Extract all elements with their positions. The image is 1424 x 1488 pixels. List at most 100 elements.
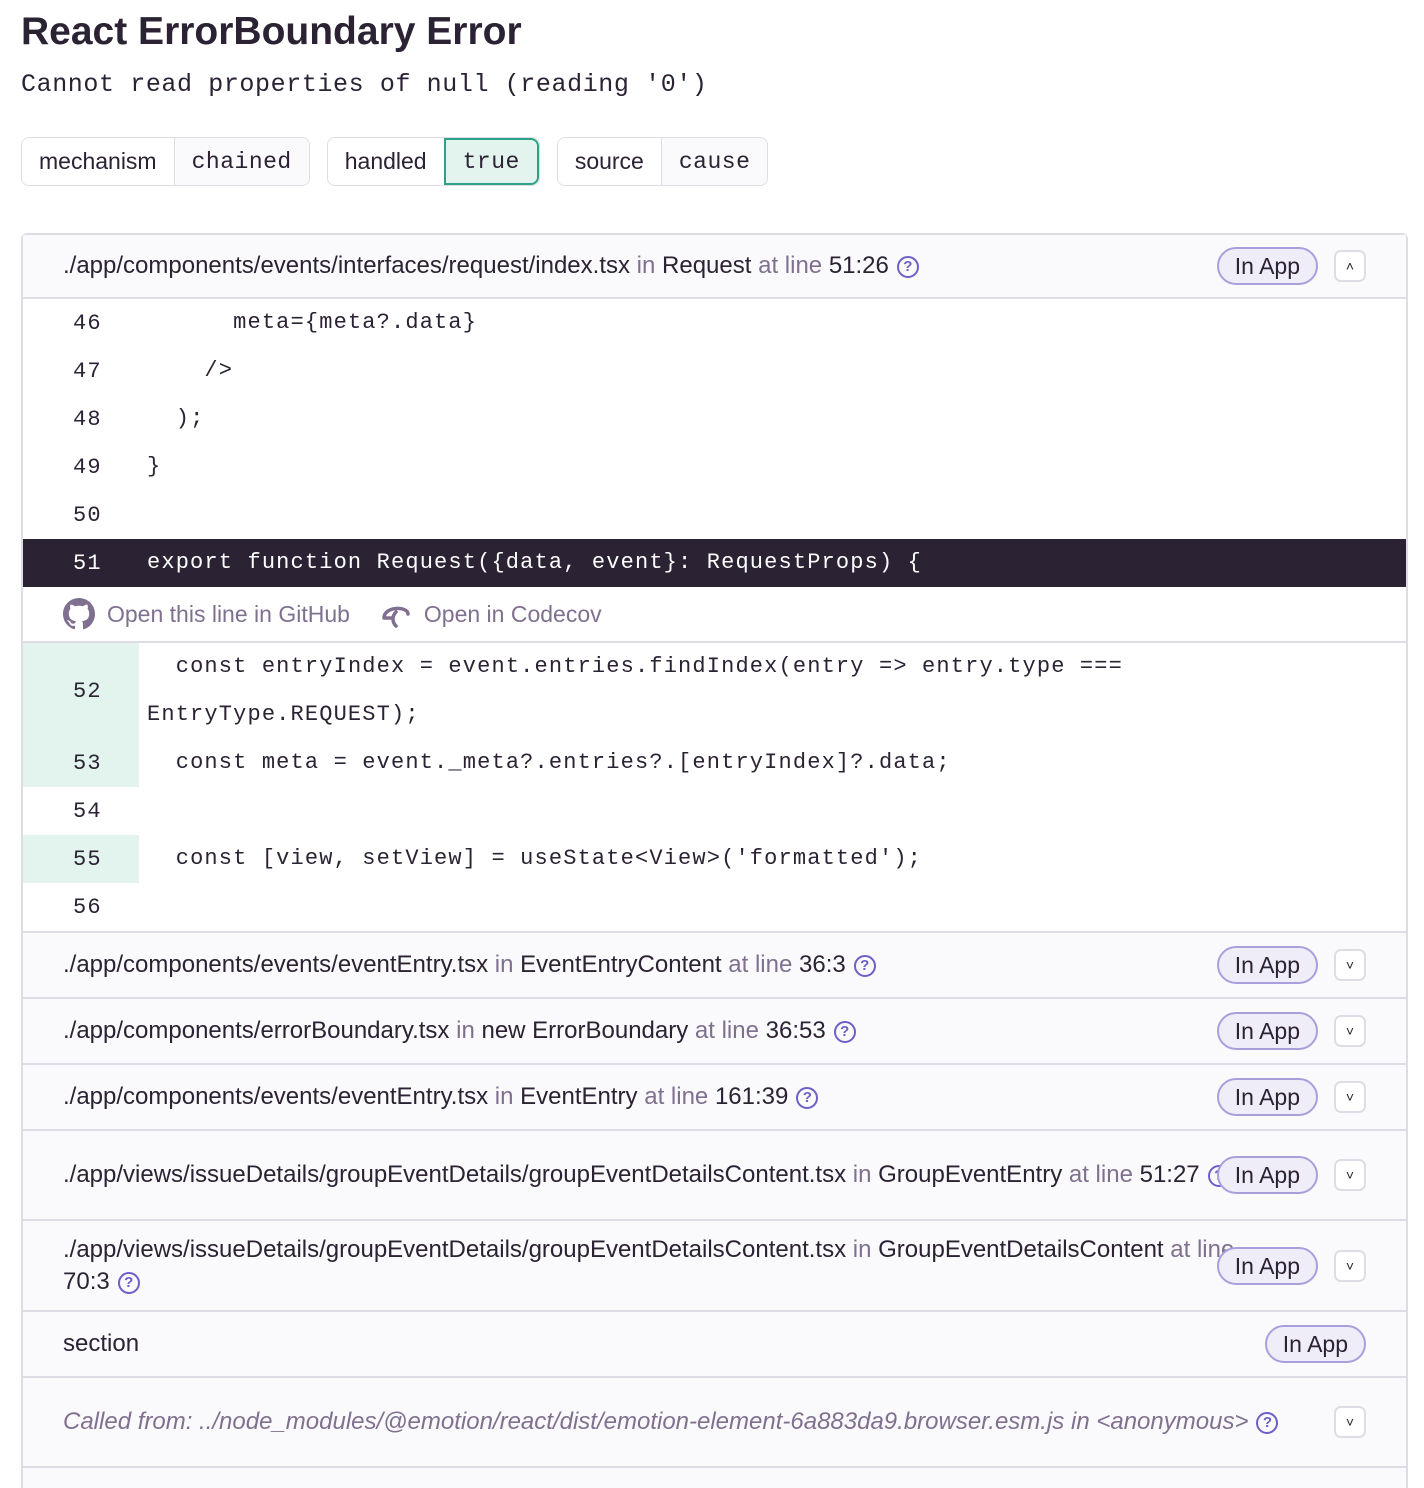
frame-function: EventEntryContent xyxy=(520,951,722,978)
in-app-badge: In App xyxy=(1264,1325,1366,1363)
frame-title: ./app/components/events/eventEntry.tsx i… xyxy=(63,1081,819,1113)
code-line: 55 const [view, setView] = useState<View… xyxy=(23,835,1406,883)
line-number: 56 xyxy=(73,894,102,920)
frame-function: GroupEventEntry xyxy=(878,1161,1063,1188)
open-github-link[interactable]: Open this line in GitHub xyxy=(63,598,350,630)
code-line: 56 xyxy=(23,883,1406,931)
line-number: 46 xyxy=(73,310,102,336)
chevron-up-icon[interactable]: ˄ xyxy=(1334,250,1366,282)
frame-title: ./app/components/events/interfaces/reque… xyxy=(63,250,919,282)
frame-header-called-from[interactable]: Called from: ../node_modules/@emotion/re… xyxy=(23,1378,1406,1468)
code-line-active: 51 export function Request({data, event}:… xyxy=(23,539,1406,587)
frame-header[interactable]: ./app/components/events/eventEntry.tsx i… xyxy=(23,1065,1406,1131)
frame-line: 70:3 xyxy=(63,1267,110,1295)
help-icon[interactable]: ? xyxy=(896,256,919,278)
line-code: } xyxy=(147,454,162,479)
mechanism-tags: mechanism chained handled true source cause xyxy=(21,137,769,186)
codecov-icon xyxy=(382,606,410,628)
line-number: 53 xyxy=(23,739,139,787)
code-line: 48 ); xyxy=(23,395,1406,443)
chevron-down-icon[interactable]: ˅ xyxy=(1334,1159,1366,1191)
frame-at-line: at line xyxy=(728,951,793,978)
frame-header[interactable]: ./app/views/issueDetails/groupEventDetai… xyxy=(23,1131,1406,1221)
frame-title: ./app/views/issueDetails/groupEventDetai… xyxy=(63,1159,1230,1191)
frame-header-section[interactable]: section In App xyxy=(23,1312,1406,1378)
code-line: 53 const meta = event._meta?.entries?.[e… xyxy=(23,739,1406,787)
in-app-badge: In App xyxy=(1216,946,1318,984)
line-number: 52 xyxy=(23,643,139,739)
frame-function: <anonymous> xyxy=(1096,1408,1249,1435)
frame-title: Called from: ../node_modules/@emotion/re… xyxy=(63,1406,1279,1438)
in-app-badge: In App xyxy=(1216,1012,1318,1050)
frame-function: Request xyxy=(662,252,752,279)
line-code: const [view, setView] = useState<View>('… xyxy=(147,846,923,871)
help-icon[interactable]: ? xyxy=(796,1087,819,1109)
line-code: meta={meta?.data} xyxy=(147,310,478,335)
help-icon[interactable]: ? xyxy=(833,1021,856,1043)
tag-value: cause xyxy=(660,138,768,185)
chevron-down-icon[interactable]: ˅ xyxy=(1334,1406,1366,1438)
frame-header[interactable]: ./app/components/events/eventEntry.tsx i… xyxy=(23,933,1406,999)
frame-in: in xyxy=(1070,1408,1090,1435)
chevron-down-icon[interactable]: ˅ xyxy=(1334,949,1366,981)
tag-value: chained xyxy=(173,138,309,185)
frame-line: 161:39 xyxy=(714,1083,789,1110)
line-number: 47 xyxy=(73,358,102,384)
code-context: 46 meta={meta?.data} 47 /> 48 ); 49} 50 51 exp… xyxy=(23,299,1406,933)
frame-file: ./app/views/issueDetails/groupEventDetai… xyxy=(63,1235,847,1263)
in-app-badge: In App xyxy=(1216,1078,1318,1116)
tag-handled[interactable]: handled true xyxy=(326,137,540,186)
source-links: Open this line in GitHub Open in Codecov xyxy=(23,587,1406,643)
frame-header-expanded[interactable]: ./app/components/events/interfaces/reque… xyxy=(23,235,1406,299)
frame-line: 36:53 xyxy=(765,1017,826,1044)
frame-function: new ErrorBoundary xyxy=(481,1017,689,1044)
frame-at-line: at line xyxy=(1068,1161,1133,1188)
tag-mechanism[interactable]: mechanism chained xyxy=(21,137,310,186)
frame-header[interactable]: ./app/views/issueDetails/groupEventDetai… xyxy=(23,1221,1406,1312)
chevron-down-icon[interactable]: ˅ xyxy=(1334,1015,1366,1047)
code-line: 47 /> xyxy=(23,347,1406,395)
tag-key: mechanism xyxy=(22,138,174,185)
frame-file: ./app/components/events/interfaces/reque… xyxy=(63,252,630,279)
frame-title: ./app/components/errorBoundary.tsx in ne… xyxy=(63,1015,856,1047)
frame-header[interactable]: ./app/components/errorBoundary.tsx in ne… xyxy=(23,999,1406,1065)
frame-in: in xyxy=(494,1083,514,1110)
in-app-badge: In App xyxy=(1216,1246,1318,1285)
github-link-label: Open this line in GitHub xyxy=(107,600,350,627)
in-app-badge: In App xyxy=(1216,1156,1318,1194)
line-code xyxy=(139,491,1406,539)
called-from-label: Called from: xyxy=(63,1408,193,1435)
frame-in: in xyxy=(852,1161,872,1188)
frame-in: in xyxy=(456,1017,475,1044)
tag-key: handled xyxy=(327,138,444,185)
frame-title: section xyxy=(63,1330,140,1357)
frame-at-line: at line xyxy=(694,1017,759,1044)
help-icon[interactable]: ? xyxy=(853,955,876,977)
code-line: 54 xyxy=(23,787,1406,835)
frame-in: in xyxy=(852,1235,872,1263)
frame-line: 36:3 xyxy=(799,951,846,978)
tag-key: source xyxy=(557,138,661,185)
help-icon[interactable]: ? xyxy=(1256,1412,1279,1434)
line-code: export function Request({data, event}: R… xyxy=(147,550,923,575)
frame-function: EventEntry xyxy=(520,1083,638,1110)
line-number: 55 xyxy=(23,835,139,883)
error-message: Cannot read properties of null (reading … xyxy=(21,70,708,99)
frame-title: ./app/components/events/eventEntry.tsx i… xyxy=(63,949,876,981)
line-code xyxy=(139,787,1406,835)
line-code: const meta = event._meta?.entries?.[entr… xyxy=(147,750,951,775)
line-number: 50 xyxy=(73,502,102,528)
help-icon[interactable]: ? xyxy=(117,1271,140,1294)
line-code: /> xyxy=(147,358,234,383)
chevron-down-icon[interactable]: ˅ xyxy=(1334,1081,1366,1113)
open-codecov-link[interactable]: Open in Codecov xyxy=(380,598,602,630)
frame-file: ./app/views/issueDetails/groupEventDetai… xyxy=(63,1161,847,1188)
chevron-down-icon[interactable]: ˅ xyxy=(1334,1249,1366,1282)
tag-source[interactable]: source cause xyxy=(556,137,769,186)
github-icon xyxy=(63,598,95,630)
frame-file: ../node_modules/@emotion/react/dist/emot… xyxy=(199,1408,1065,1435)
line-number: 51 xyxy=(73,550,102,576)
code-line: 46 meta={meta?.data} xyxy=(23,299,1406,347)
frame-at-line: at line xyxy=(758,252,823,279)
in-app-badge: In App xyxy=(1216,247,1318,285)
